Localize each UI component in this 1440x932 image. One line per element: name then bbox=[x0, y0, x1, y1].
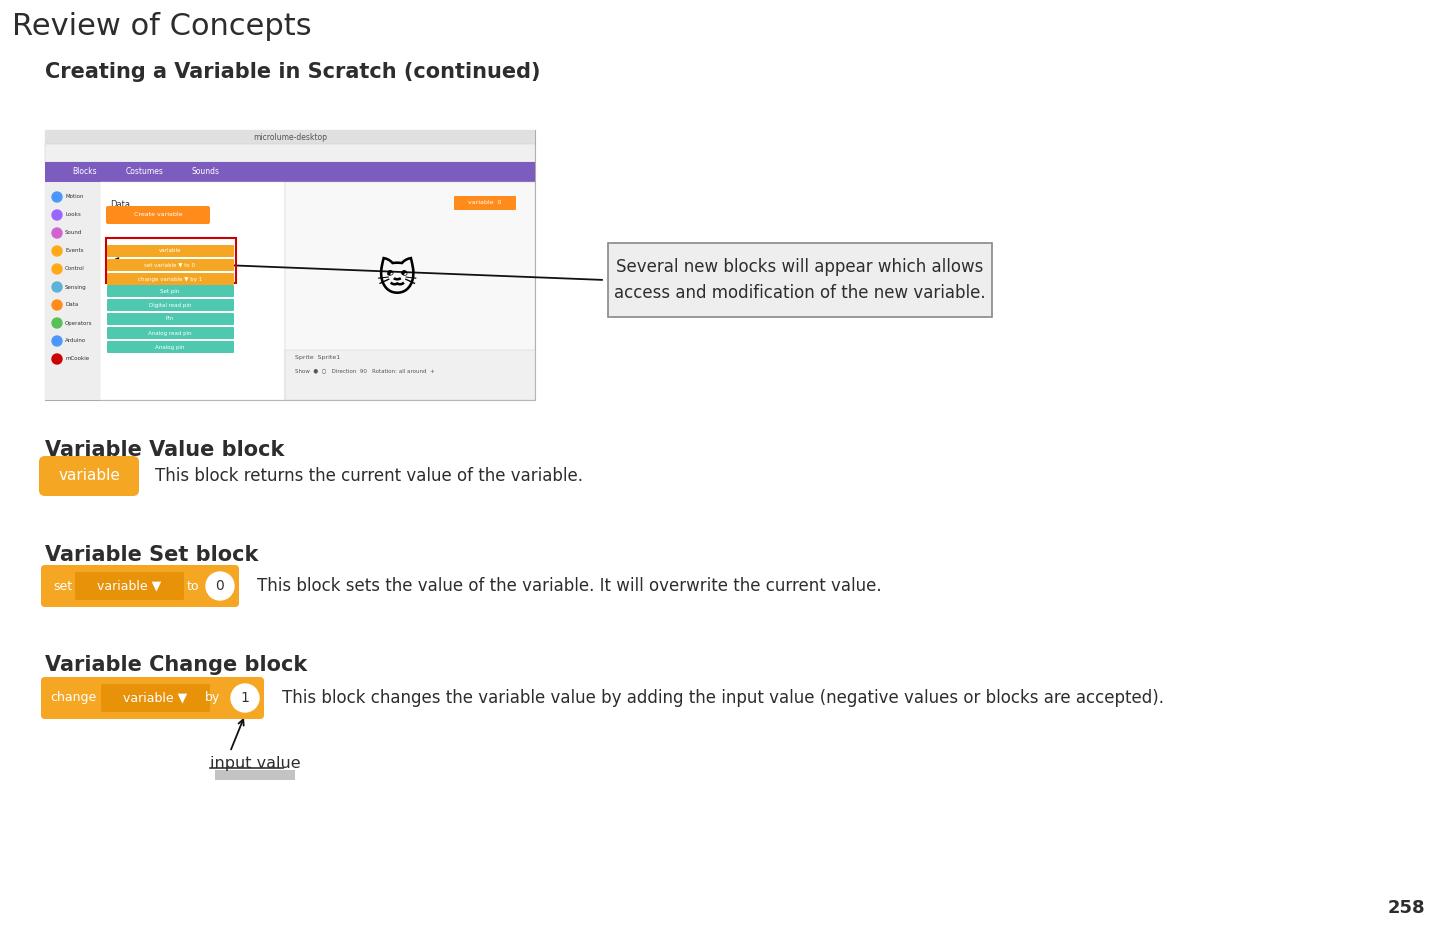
FancyBboxPatch shape bbox=[45, 130, 536, 144]
Circle shape bbox=[52, 318, 62, 328]
FancyBboxPatch shape bbox=[99, 182, 285, 400]
Text: to: to bbox=[187, 580, 199, 593]
FancyBboxPatch shape bbox=[107, 299, 233, 311]
Text: Events: Events bbox=[65, 249, 84, 254]
Text: This block returns the current value of the variable.: This block returns the current value of … bbox=[156, 467, 583, 485]
Text: Variable Set block: Variable Set block bbox=[45, 545, 258, 565]
FancyBboxPatch shape bbox=[45, 144, 536, 162]
Text: microlume-desktop: microlume-desktop bbox=[253, 132, 327, 142]
Text: change: change bbox=[50, 692, 96, 705]
Text: Data: Data bbox=[65, 303, 78, 308]
FancyBboxPatch shape bbox=[107, 341, 233, 353]
Circle shape bbox=[206, 572, 233, 600]
FancyBboxPatch shape bbox=[608, 243, 992, 317]
FancyBboxPatch shape bbox=[101, 684, 210, 712]
Circle shape bbox=[52, 192, 62, 202]
FancyBboxPatch shape bbox=[45, 130, 536, 400]
Text: variable ▼: variable ▼ bbox=[96, 580, 161, 593]
Circle shape bbox=[52, 354, 62, 364]
Text: This block changes the variable value by adding the input value (negative values: This block changes the variable value by… bbox=[282, 689, 1164, 707]
FancyBboxPatch shape bbox=[107, 206, 210, 224]
Text: 🐱: 🐱 bbox=[377, 261, 418, 299]
Circle shape bbox=[52, 228, 62, 238]
Circle shape bbox=[230, 684, 259, 712]
Circle shape bbox=[52, 282, 62, 292]
Text: 0: 0 bbox=[216, 579, 225, 593]
Text: Several new blocks will appear which allows
access and modification of the new v: Several new blocks will appear which all… bbox=[615, 258, 986, 302]
FancyBboxPatch shape bbox=[285, 350, 536, 400]
Text: input value: input value bbox=[210, 756, 301, 771]
Text: Data: Data bbox=[109, 200, 130, 209]
Text: Variable Value block: Variable Value block bbox=[45, 440, 284, 460]
Text: Analog pin: Analog pin bbox=[156, 345, 184, 350]
Text: Costumes: Costumes bbox=[127, 168, 164, 176]
Circle shape bbox=[52, 300, 62, 310]
Text: variable: variable bbox=[158, 249, 181, 254]
FancyBboxPatch shape bbox=[285, 182, 536, 400]
Text: Arduino: Arduino bbox=[65, 338, 86, 344]
FancyBboxPatch shape bbox=[45, 182, 99, 400]
Text: Digital read pin: Digital read pin bbox=[148, 303, 192, 308]
Text: Looks: Looks bbox=[65, 212, 81, 217]
FancyBboxPatch shape bbox=[107, 245, 233, 257]
FancyBboxPatch shape bbox=[107, 259, 233, 271]
Circle shape bbox=[52, 336, 62, 346]
FancyBboxPatch shape bbox=[107, 327, 233, 339]
Text: variable: variable bbox=[58, 469, 120, 484]
Text: 258: 258 bbox=[1387, 899, 1426, 917]
Circle shape bbox=[52, 264, 62, 274]
Text: Blocks: Blocks bbox=[72, 168, 98, 176]
Text: Create variable: Create variable bbox=[134, 212, 183, 217]
Text: Control: Control bbox=[65, 267, 85, 271]
Text: Review of Concepts: Review of Concepts bbox=[12, 12, 311, 41]
Text: Analog read pin: Analog read pin bbox=[148, 331, 192, 336]
Text: Pin: Pin bbox=[166, 317, 174, 322]
Text: Variable Change block: Variable Change block bbox=[45, 655, 307, 675]
Circle shape bbox=[52, 210, 62, 220]
Text: This block sets the value of the variable. It will overwrite the current value.: This block sets the value of the variabl… bbox=[256, 577, 881, 595]
FancyBboxPatch shape bbox=[454, 196, 516, 210]
Circle shape bbox=[52, 246, 62, 256]
FancyBboxPatch shape bbox=[215, 770, 295, 780]
Text: Set pin: Set pin bbox=[160, 289, 180, 294]
FancyBboxPatch shape bbox=[107, 313, 233, 325]
Text: mCookie: mCookie bbox=[65, 357, 89, 362]
Text: Sounds: Sounds bbox=[192, 168, 219, 176]
Text: Sound: Sound bbox=[65, 230, 82, 236]
FancyBboxPatch shape bbox=[40, 565, 239, 607]
FancyBboxPatch shape bbox=[107, 273, 233, 285]
Text: 1: 1 bbox=[240, 691, 249, 705]
Text: Sensing: Sensing bbox=[65, 284, 86, 290]
Text: variable  0: variable 0 bbox=[468, 200, 501, 205]
Text: variable ▼: variable ▼ bbox=[122, 692, 187, 705]
FancyBboxPatch shape bbox=[107, 285, 233, 297]
FancyBboxPatch shape bbox=[40, 677, 264, 719]
Text: by: by bbox=[206, 692, 220, 705]
Text: set variable ▼ to 0: set variable ▼ to 0 bbox=[144, 263, 196, 267]
Text: Motion: Motion bbox=[65, 195, 84, 199]
FancyBboxPatch shape bbox=[45, 162, 536, 182]
FancyBboxPatch shape bbox=[75, 572, 184, 600]
Text: change variable ▼ by 1: change variable ▼ by 1 bbox=[138, 277, 202, 281]
Text: set: set bbox=[53, 580, 72, 593]
Text: Creating a Variable in Scratch (continued): Creating a Variable in Scratch (continue… bbox=[45, 62, 540, 82]
Text: Operators: Operators bbox=[65, 321, 92, 325]
Text: Show  ●  ○   Direction  90   Rotation: all around  +: Show ● ○ Direction 90 Rotation: all arou… bbox=[295, 368, 435, 373]
Text: Sprite  Sprite1: Sprite Sprite1 bbox=[295, 355, 340, 360]
FancyBboxPatch shape bbox=[39, 456, 140, 496]
